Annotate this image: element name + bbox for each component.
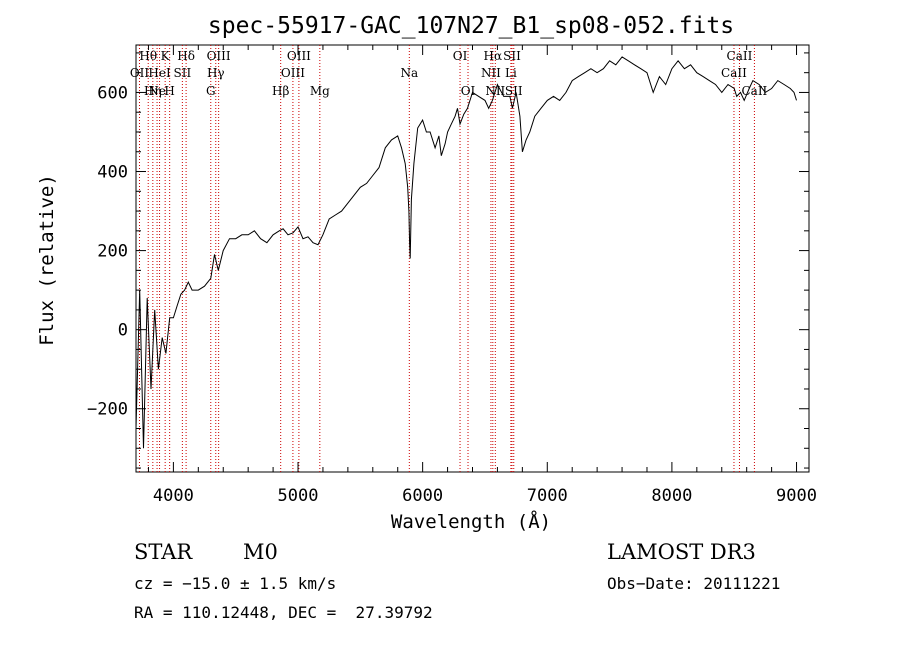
line-marker-label: G [206, 84, 216, 98]
chart-title: spec-55917-GAC_107N27_B1_sp08-052.fits [208, 13, 734, 39]
coordinates: RA = 110.12448, DEC = 27.39792 [134, 603, 433, 622]
line-marker-label: Hθ [139, 49, 157, 63]
line-marker-label: NII [481, 66, 501, 80]
y-tick-label: 400 [97, 163, 128, 183]
line-marker-label: CaII [727, 49, 753, 63]
object-class: STAR [134, 540, 193, 564]
line-marker-label: Hα [484, 49, 503, 63]
line-marker-label: Mg [310, 84, 330, 98]
y-tick-label: 600 [97, 83, 128, 103]
line-marker-label: Li [505, 66, 517, 80]
line-marker-label: HeI [148, 66, 171, 80]
line-marker-label: CaII [721, 66, 747, 80]
x-tick-label: 4000 [153, 486, 194, 506]
line-marker-label: Hη [144, 84, 162, 98]
line-marker-label: Hβ [272, 84, 289, 98]
line-marker-label: OI [461, 84, 476, 98]
y-tick-label: −200 [87, 400, 128, 420]
x-axis-ticks: 4000 5000 6000 7000 8000 9000 [147, 45, 817, 506]
spectrum-line [135, 56, 797, 449]
line-marker-label: OIII [287, 49, 311, 63]
survey-name: LAMOST DR3 [607, 540, 756, 564]
obs-date: Obs−Date: 20111221 [607, 574, 781, 593]
redshift-text: cz = −15.0 ± 1.5 km/s [134, 574, 337, 593]
y-tick-label: 200 [97, 242, 128, 262]
line-marker-label: Hγ [207, 66, 225, 80]
line-marker-label: SII [174, 66, 192, 80]
plot-frame [135, 44, 810, 473]
line-markers [138, 45, 755, 472]
line-marker-label: H [164, 84, 174, 98]
y-axis-label: Flux (relative) [36, 174, 58, 346]
line-marker-label: SII [505, 84, 523, 98]
line-marker-label: K [161, 49, 171, 63]
x-tick-label: 5000 [278, 486, 319, 506]
line-marker-label: Ne [148, 84, 166, 98]
y-axis-ticks: −200 0 200 400 600 [87, 52, 809, 469]
line-marker-label: OI [453, 49, 468, 63]
x-tick-label: 6000 [402, 486, 443, 506]
line-marker-label: OIII [281, 66, 305, 80]
x-tick-label: 8000 [651, 486, 692, 506]
line-marker-label: Hδ [177, 49, 195, 63]
line-marker-label: SII [503, 49, 521, 63]
y-tick-label: 0 [118, 321, 128, 341]
line-marker-label: OIII [207, 49, 231, 63]
x-axis-label: Wavelength (Å) [391, 510, 551, 533]
x-tick-label: 9000 [776, 486, 817, 506]
x-tick-label: 7000 [527, 486, 568, 506]
subclass: M0 [243, 540, 278, 564]
line-marker-label: Na [400, 66, 418, 80]
